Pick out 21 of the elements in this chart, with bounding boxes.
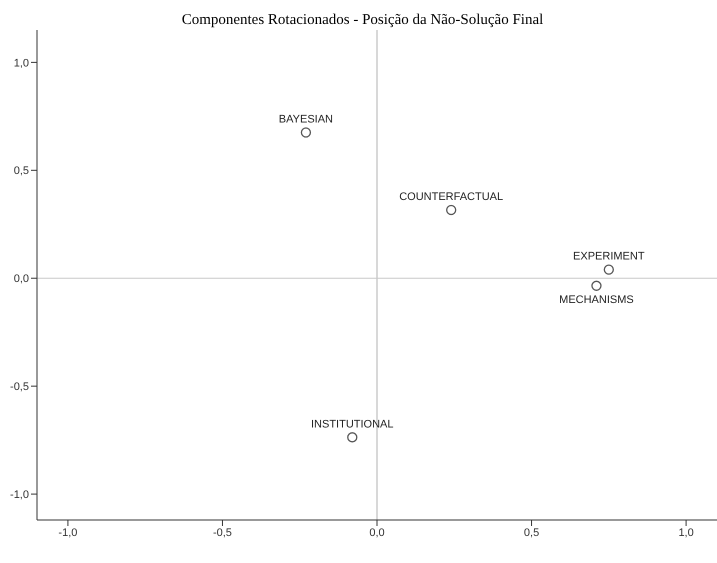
point <box>300 127 312 138</box>
y-tick-label: 0,0 <box>14 273 29 286</box>
x-tick-label: 0,5 <box>524 526 540 539</box>
y-tick-label: -0,5 <box>10 381 29 394</box>
y-tick-label: 0,5 <box>14 165 29 178</box>
annotation: COUNTERFACTUAL <box>399 191 504 204</box>
x-tick-label: -1,0 <box>58 526 78 539</box>
point <box>347 432 358 442</box>
point <box>591 280 602 291</box>
point <box>446 204 456 216</box>
annotation: EXPERIMENT <box>573 250 645 263</box>
y-tick-label: 1,0 <box>14 57 29 70</box>
x-tick-label: -0,5 <box>212 526 232 539</box>
annotation: BAYESIAN <box>278 114 334 126</box>
x-tick-label: 1,0 <box>678 526 694 539</box>
annotation: MECHANISMS <box>559 294 634 306</box>
x-tick-label: 0,0 <box>369 526 385 539</box>
point <box>604 264 614 275</box>
y-tick-label: -1,0 <box>10 489 29 501</box>
chart-title: Componentes Rotacionados - Posição da Não-Solução Final <box>180 12 544 29</box>
annotation: INSTITUTIONAL <box>311 418 394 430</box>
